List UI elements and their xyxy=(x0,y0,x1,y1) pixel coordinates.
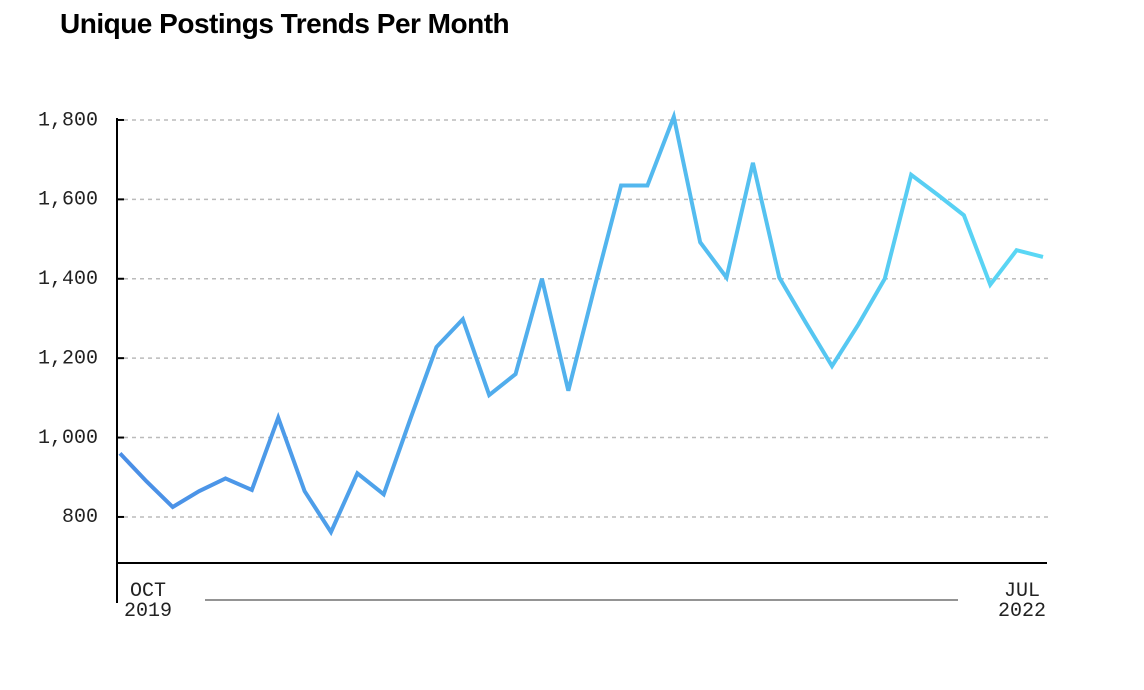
line xyxy=(118,109,1044,537)
y-tick-label: 1,600 xyxy=(38,189,98,212)
x-tick-label: JUL 2022 xyxy=(998,580,1047,623)
y-tick-label: 1,400 xyxy=(38,268,98,291)
y-tick-label: 1,200 xyxy=(38,347,98,370)
chart-title: Unique Postings Trends Per Month xyxy=(60,8,510,39)
x-tick-label: OCT 2019 xyxy=(124,580,173,623)
y-tick-label: 1,800 xyxy=(38,109,98,132)
y-tick-label: 1,000 xyxy=(38,427,98,450)
y-tick-label: 800 xyxy=(62,506,98,529)
